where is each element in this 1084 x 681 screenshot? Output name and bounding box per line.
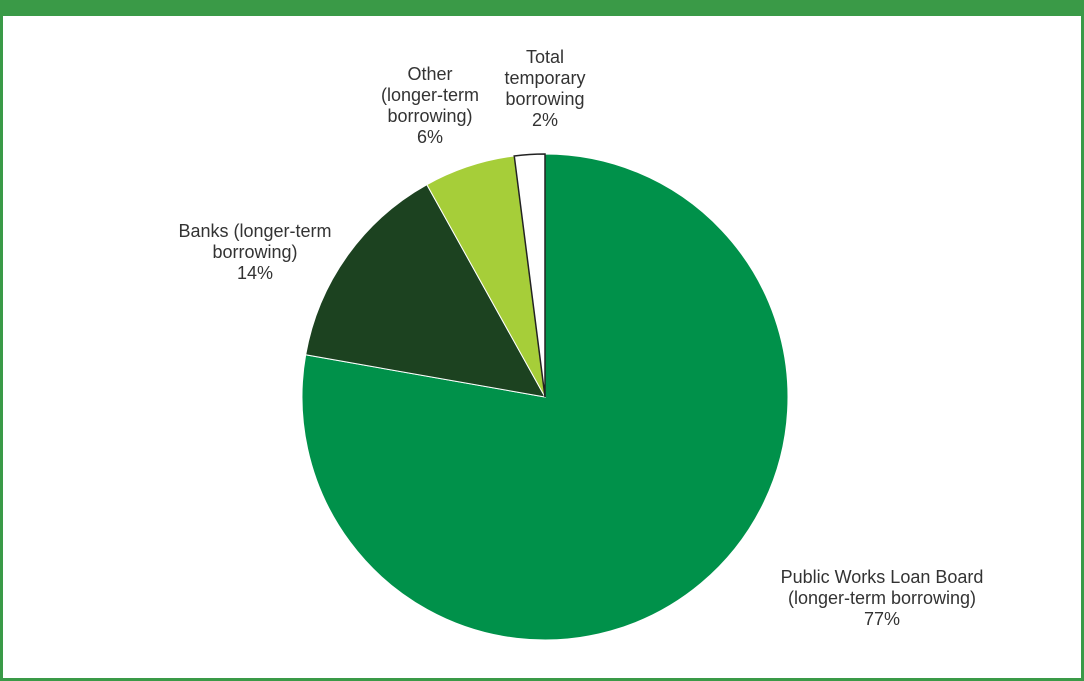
pie-slice-4 — [513, 153, 546, 398]
slice-label-4: Total temporary borrowing 2% — [504, 47, 585, 130]
slice-label-line: Other — [407, 64, 452, 84]
pie-slice-2 — [305, 183, 546, 398]
slice-label-1: Public Works Loan Board (longer-term borr… — [781, 567, 984, 629]
pie-slices — [301, 153, 789, 641]
slice-label-line: temporary — [504, 68, 585, 88]
slice-label-line: Total — [526, 47, 564, 67]
slice-label-2: Banks (longer-term borrowing) 14% — [178, 221, 331, 283]
slice-label-line: Banks (longer-term — [178, 221, 331, 241]
slice-label-line: Public Works Loan Board — [781, 567, 984, 587]
slice-percent: 2% — [532, 110, 558, 130]
slice-label-line: (longer-term borrowing) — [788, 588, 976, 608]
slice-percent: 6% — [417, 127, 443, 147]
slice-label-line: borrowing) — [212, 242, 297, 262]
slice-label-line: borrowing) — [387, 106, 472, 126]
slice-label-3: Other (longer-term borrowing) 6% — [381, 64, 479, 147]
slice-percent: 77% — [864, 609, 900, 629]
slice-labels: Public Works Loan Board (longer-term borr… — [178, 47, 983, 629]
slice-label-line: (longer-term — [381, 85, 479, 105]
slice-percent: 14% — [237, 263, 273, 283]
slice-label-line: borrowing — [505, 89, 584, 109]
